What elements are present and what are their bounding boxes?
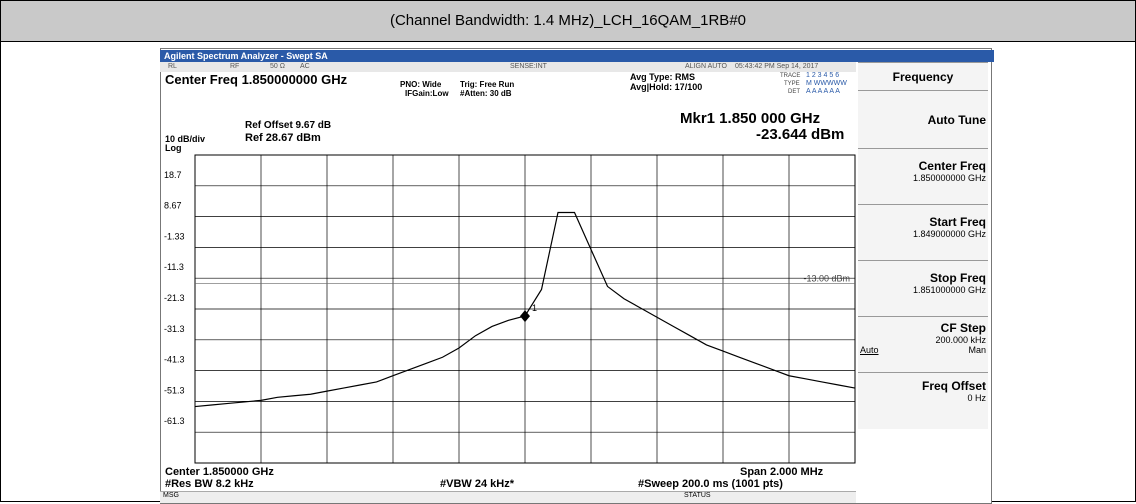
status: 50 Ω <box>270 63 285 70</box>
header-row: (Channel Bandwidth: 1.4 MHz)_LCH_16QAM_1… <box>0 0 1136 42</box>
footer: #Sweep 200.0 ms (1001 pts) <box>638 478 783 490</box>
softkey-label: Freq Offset <box>921 379 986 393</box>
y-tick-label: 8.67 <box>164 201 182 211</box>
status: RL <box>168 63 177 70</box>
header-title: (Channel Bandwidth: 1.4 MHz)_LCH_16QAM_1… <box>389 12 746 29</box>
trace-nums: 1 2 3 4 5 6 <box>806 72 840 79</box>
softkey-title: Frequency <box>858 62 988 91</box>
window-title-bar: Agilent Spectrum Analyzer - Swept SA <box>160 50 994 62</box>
ref-offset: Ref Offset 9.67 dB <box>245 120 332 131</box>
limit-label: -13.00 dBm <box>803 273 850 283</box>
softkey[interactable]: Freq Offset 0 Hz <box>858 372 988 429</box>
det-value: A A A A A A <box>806 88 840 95</box>
status: SENSE:INT <box>510 63 547 70</box>
type-value: M WWWWW <box>806 80 847 87</box>
softkey-value: 1.849000000 GHz <box>912 229 986 239</box>
y-tick-label: -51.3 <box>164 385 185 395</box>
softkey-option: Man <box>968 345 986 355</box>
det-label: DET <box>788 89 800 95</box>
msg: MSG <box>163 492 179 499</box>
status: AC <box>300 63 310 70</box>
y-tick-label: -31.3 <box>164 324 185 334</box>
msg-bar <box>160 491 856 503</box>
softkey[interactable]: Start Freq 1.849000000 GHz <box>858 204 988 261</box>
status: 05:43:42 PM Sep 14, 2017 <box>735 63 819 70</box>
softkey-value: 1.851000000 GHz <box>912 285 986 295</box>
softkey-label: Center Freq <box>918 159 986 173</box>
status-bar: RL RF 50 Ω AC SENSE:INT ALIGN AUTO 05:43… <box>160 62 856 72</box>
window-title: Agilent Spectrum Analyzer - Swept SA <box>164 51 328 61</box>
status: RF <box>230 63 240 70</box>
trig: Trig: Free Run <box>460 80 515 89</box>
softkey-label: CF Step <box>940 321 986 335</box>
y-tick-label: -1.33 <box>164 231 185 241</box>
footer: #Res BW 8.2 kHz <box>165 478 254 490</box>
softkey[interactable]: Stop Freq 1.851000000 GHz <box>858 260 988 317</box>
ref-level: Ref 28.67 dBm <box>245 132 321 144</box>
softkey[interactable]: CF Step 200.000 kHz Auto Man <box>858 316 988 373</box>
footer: Span 2.000 MHz <box>740 466 824 478</box>
y-tick-label: -21.3 <box>164 293 185 303</box>
softkey-label: Stop Freq <box>930 271 986 285</box>
type-label: TYPE <box>784 81 800 87</box>
softkey-value: 0 Hz <box>967 393 986 403</box>
softkey-value: 1.850000000 GHz <box>912 173 986 183</box>
y-tick-label: 18.7 <box>164 170 182 180</box>
scale: 10 dB/div <box>165 134 206 144</box>
log: Log <box>165 143 182 153</box>
screen <box>160 48 992 504</box>
trace-label: TRACE <box>780 73 801 79</box>
graticule: 18.7 8.67 -1.33 -11.3 -21.3 -31.3 -41.3 -51.3 -6… <box>164 154 856 464</box>
softkey-option: Auto <box>860 345 879 355</box>
status: ALIGN AUTO <box>685 63 727 70</box>
ifgain: IFGain:Low <box>405 89 449 98</box>
softkey[interactable]: Center Freq 1.850000000 GHz <box>858 148 988 205</box>
footer: #VBW 24 kHz* <box>440 478 514 490</box>
avg-type: Avg Type: RMS <box>630 72 696 82</box>
marker-label: 1 <box>532 303 537 313</box>
marker-freq: Mkr1 1.850 000 GHz <box>680 110 821 127</box>
y-tick-label: -11.3 <box>164 262 184 272</box>
marker-level: -23.644 dBm <box>756 126 845 143</box>
marker <box>520 310 530 323</box>
status-label: STATUS <box>684 492 711 499</box>
atten: #Atten: 30 dB <box>460 89 512 98</box>
pno: PNO: Wide <box>400 80 442 89</box>
center-freq: Center Freq 1.850000000 GHz <box>165 72 348 87</box>
avg-hold: Avg|Hold: 17/100 <box>630 82 703 92</box>
softkey-label: Start Freq <box>929 215 986 229</box>
softkey-value: 200.000 kHz <box>935 335 986 345</box>
softkey[interactable]: Auto Tune <box>858 90 988 149</box>
footer: Center 1.850000 GHz <box>165 466 274 478</box>
y-tick-label: -41.3 <box>164 355 185 365</box>
y-tick-label: -61.3 <box>164 416 185 426</box>
